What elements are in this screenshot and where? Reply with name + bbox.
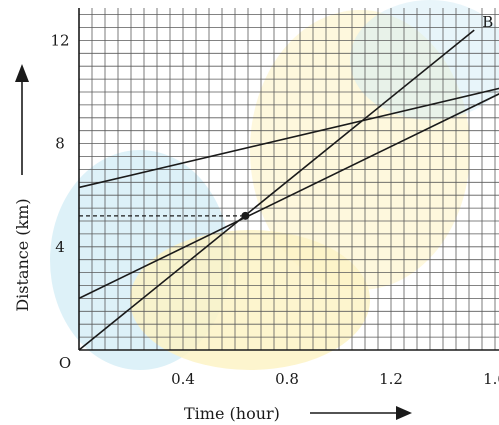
series-line-c [78, 93, 499, 300]
y-tick-label: 4 [55, 238, 65, 256]
origin-label: O [59, 354, 71, 372]
y-axis-title: Distance (km) [13, 198, 32, 311]
series-lines [78, 29, 499, 351]
x-axis-title-arrow-head [396, 406, 412, 420]
background-wash [50, 0, 499, 370]
grid [78, 8, 499, 351]
labels: ABC0.40.81.21.64812OTime (hour)Distance … [13, 13, 499, 423]
intersection-point [241, 211, 250, 220]
series-line-b [78, 29, 475, 351]
y-axis-title-arrow-head [15, 64, 29, 82]
x-tick-label: 0.4 [171, 370, 195, 388]
axes [78, 8, 499, 351]
x-tick-label: 1.2 [379, 370, 403, 388]
series-label-b: B [482, 13, 493, 31]
series-line-a [78, 87, 499, 189]
y-tick-label: 12 [50, 31, 69, 49]
y-tick-label: 8 [55, 135, 65, 153]
x-tick-label: 1.6 [483, 370, 499, 388]
x-axis-title: Time (hour) [184, 404, 280, 423]
background-wash-blue [350, 0, 499, 120]
x-tick-label: 0.8 [275, 370, 299, 388]
